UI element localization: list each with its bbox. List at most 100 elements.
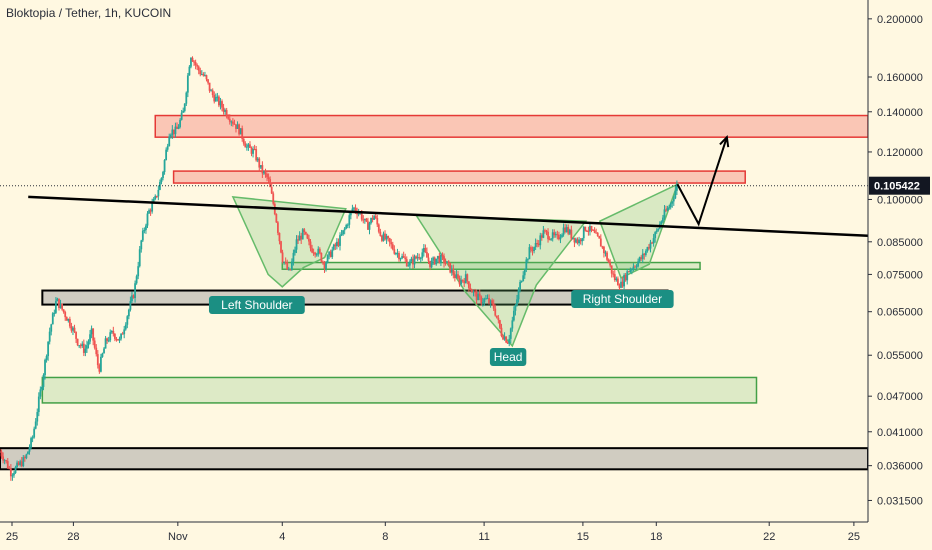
candle-body <box>64 312 67 318</box>
candle-body <box>41 386 43 390</box>
candle-body <box>172 129 175 135</box>
candle-body <box>570 229 573 239</box>
candle-body <box>455 274 458 278</box>
candle-body <box>202 74 205 76</box>
candle-body <box>138 249 141 267</box>
x-tick-label: 4 <box>279 531 285 543</box>
candle-body <box>627 271 630 273</box>
candle-body <box>407 265 410 267</box>
candle-body <box>401 256 404 259</box>
candle-body <box>370 218 372 224</box>
candle-body <box>368 223 371 230</box>
candle-body <box>73 327 76 332</box>
y-tick-label: 0.031500 <box>877 495 923 507</box>
candle-body <box>655 230 658 233</box>
x-tick-label: 22 <box>763 531 775 543</box>
y-tick-label: 0.055000 <box>877 350 923 362</box>
candle-body <box>196 65 199 67</box>
candle-body <box>506 342 509 344</box>
candle-body <box>641 253 644 260</box>
candle-body <box>589 226 591 232</box>
candle-body <box>429 260 431 268</box>
candle-body <box>398 253 400 260</box>
candle-body <box>373 216 376 220</box>
candle-body <box>528 247 531 260</box>
candle-body <box>219 101 222 106</box>
candle-body <box>435 258 438 265</box>
candle-body <box>211 90 214 96</box>
candle-body <box>72 327 74 331</box>
candle-body <box>590 226 593 230</box>
candle-body <box>331 249 334 257</box>
candle-body <box>548 239 551 241</box>
candle-body <box>194 62 197 66</box>
candle-body <box>607 259 610 263</box>
candle-body <box>314 252 317 255</box>
candle-body <box>568 229 571 234</box>
candle-body <box>98 365 101 372</box>
right-shoulder-label-bg <box>571 290 674 308</box>
candle-body <box>81 343 84 346</box>
candle-body <box>460 279 462 285</box>
candle-body <box>554 234 557 236</box>
candle-body <box>623 274 626 287</box>
candle-body <box>376 217 379 225</box>
candle-body <box>207 79 209 83</box>
candle-body <box>6 461 9 469</box>
candle-body <box>615 278 618 281</box>
candle-body <box>152 199 155 204</box>
candle-body <box>399 258 402 260</box>
candle-body <box>666 208 669 211</box>
candle-body <box>339 235 341 246</box>
candle-body <box>103 348 105 354</box>
candle-body <box>433 257 436 265</box>
candle-body <box>540 235 543 238</box>
candle-body <box>132 295 135 299</box>
candle-body <box>553 232 556 236</box>
candle-body <box>457 274 459 279</box>
candle-body <box>249 144 251 148</box>
candle-body <box>9 468 12 477</box>
candle-body <box>177 127 180 129</box>
candle-body <box>107 340 110 342</box>
candle-body <box>592 229 594 231</box>
candle-body <box>87 341 90 346</box>
candle-body <box>477 293 480 301</box>
candle-body <box>290 261 293 271</box>
candle-body <box>59 303 62 309</box>
candle-body <box>89 334 91 342</box>
candle-body <box>332 244 335 250</box>
candle-body <box>660 221 663 224</box>
candle-body <box>346 224 349 226</box>
candle-body <box>436 255 439 259</box>
y-tick-label: 0.140000 <box>877 107 923 119</box>
candle-body <box>141 230 144 241</box>
candle-body <box>278 232 281 242</box>
right-shoulder-label: Right Shoulder <box>571 290 674 308</box>
candle-body <box>115 338 118 340</box>
candle-body <box>210 90 213 92</box>
candle-body <box>199 70 202 75</box>
candle-body <box>424 248 427 253</box>
candle-body <box>37 396 40 413</box>
x-tick-label: Nov <box>168 531 188 543</box>
candle-body <box>621 281 624 287</box>
candle-body <box>67 318 70 321</box>
y-tick-label: 0.041000 <box>877 427 923 439</box>
candle-body <box>443 256 445 263</box>
candle-body <box>154 195 157 200</box>
candle-body <box>281 252 284 262</box>
candle-body <box>610 265 613 274</box>
candle-body <box>295 239 298 250</box>
x-tick-label: 8 <box>382 531 388 543</box>
candle-body <box>472 291 475 293</box>
right-shoulder-pattern <box>598 182 679 279</box>
candle-body <box>31 437 34 439</box>
candle-body <box>550 238 553 240</box>
candle-body <box>578 239 580 244</box>
candle-body <box>245 146 248 148</box>
time-axis-bg <box>0 522 932 550</box>
candle-body <box>449 262 452 273</box>
